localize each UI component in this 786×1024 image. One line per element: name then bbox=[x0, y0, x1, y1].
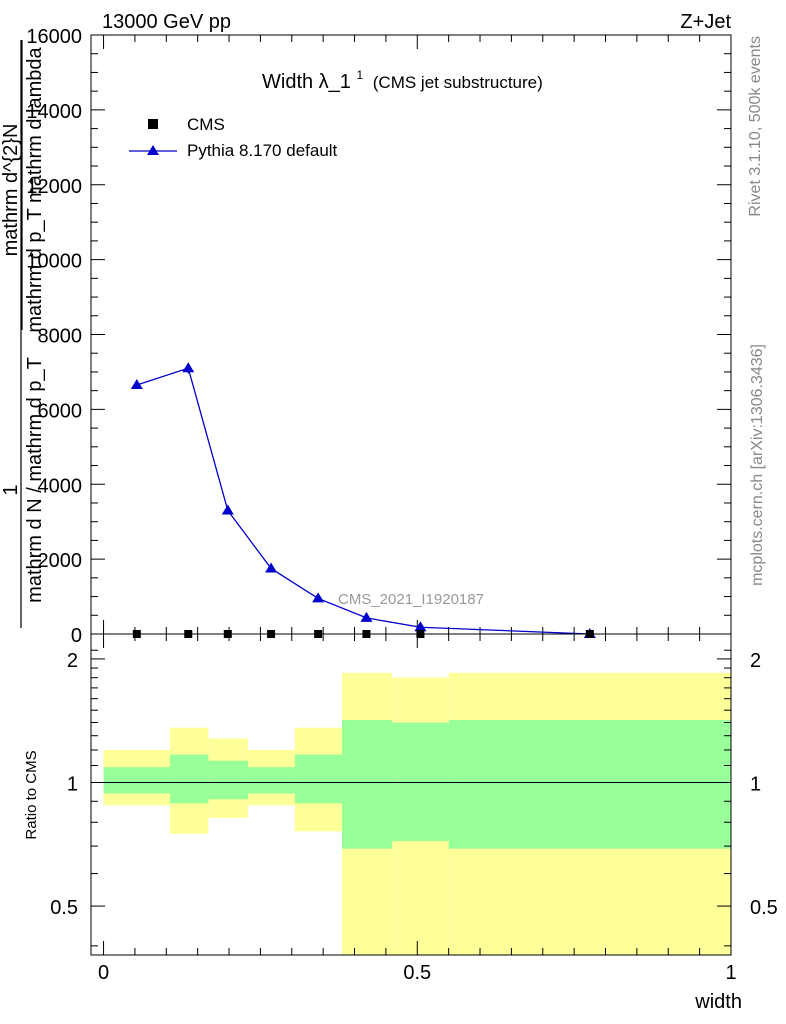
xtick-label: 0 bbox=[98, 962, 109, 984]
ratio-ytick-label-left: 1 bbox=[67, 773, 78, 795]
ratio-ytick-labels: 0.5 0.5 1 1 2 2 bbox=[50, 650, 778, 919]
main-ytick-label: 8000 bbox=[38, 326, 83, 348]
main-ytick-label: 14000 bbox=[26, 101, 82, 123]
pythia-data-point bbox=[360, 611, 373, 622]
legend-cms-marker bbox=[148, 119, 158, 129]
ratio-ylabel: Ratio to CMS bbox=[23, 750, 40, 839]
ratio-plot-panel: 0.5 0.51 12 2 0 0.5 1 Ratio to CMS width bbox=[23, 633, 778, 1013]
legend-pythia-label: Pythia 8.170 default bbox=[187, 141, 338, 160]
xtick-labels: 0 0.5 1 bbox=[98, 962, 737, 984]
plot-title: Width λ_1 1 (CMS jet substructure) bbox=[262, 62, 543, 93]
xtick-label: 1 bbox=[725, 962, 736, 984]
xaxis-label: width bbox=[694, 991, 742, 1013]
ylabel-denominator: mathrm d N / mathrm d p_T bbox=[24, 357, 46, 603]
main-ytick-labels: 0 2000 4000 6000 8000 10000 12000 14000 16000 bbox=[26, 26, 82, 647]
ratio-inner-band bbox=[294, 754, 342, 804]
header-energy-label: 13000 GeV pp bbox=[102, 11, 231, 33]
main-plot-panel: 0 2000 4000 6000 8000 10000 12000 14000 16000 Wi… bbox=[26, 26, 732, 647]
main-ytick-label: 2000 bbox=[38, 550, 83, 572]
pythia-data-point bbox=[221, 504, 234, 515]
side-mcplots-label: mcplots.cern.ch [arXiv:1306.3436] bbox=[749, 344, 766, 586]
ylabel-one: 1 bbox=[0, 484, 22, 495]
pythia-data-point bbox=[414, 621, 427, 632]
ratio-uncertainty-bands bbox=[103, 672, 731, 955]
ylabel-numerator-dp: mathrm d p_T mathrm d lambda bbox=[24, 46, 46, 332]
xtick-label: 0.5 bbox=[403, 962, 431, 984]
ratio-ytick-label-right: 0.5 bbox=[750, 897, 778, 919]
pythia-data-point bbox=[182, 362, 195, 373]
side-rivet-label: Rivet 3.1.10, 500k events bbox=[747, 36, 764, 217]
ratio-inner-band bbox=[341, 719, 393, 849]
main-ytick-label: 0 bbox=[71, 625, 82, 647]
ratio-inner-band bbox=[170, 754, 209, 804]
ratio-inner-band bbox=[247, 767, 295, 794]
pythia-data-point bbox=[130, 379, 143, 390]
ratio-ytick-label-right: 1 bbox=[750, 773, 761, 795]
header-process-label: Z+Jet bbox=[680, 11, 731, 33]
ratio-inner-band bbox=[208, 760, 248, 800]
plot-title-main: Width λ_1 bbox=[262, 71, 351, 93]
main-ytick-label: 4000 bbox=[38, 475, 83, 497]
main-ytick-label: 16000 bbox=[26, 26, 82, 48]
legend-pythia-marker bbox=[147, 145, 159, 155]
main-ytick-label: 10000 bbox=[26, 251, 82, 273]
pythia-series-line bbox=[136, 367, 590, 635]
main-axis-ticks bbox=[91, 34, 732, 635]
plot-title-superscript: 1 bbox=[357, 68, 364, 82]
main-ytick-label: 6000 bbox=[38, 400, 83, 422]
main-ylabel: 1 mathrm d N / mathrm d p_T mathrm d^{2}… bbox=[0, 40, 46, 628]
plot-subtitle: (CMS jet substructure) bbox=[373, 73, 543, 92]
ratio-inner-band bbox=[103, 767, 171, 794]
ratio-ytick-label-right: 2 bbox=[750, 650, 761, 672]
main-ytick-label: 12000 bbox=[26, 176, 82, 198]
ratio-panel-frame bbox=[90, 633, 732, 956]
analysis-watermark: CMS_2021_I1920187 bbox=[338, 591, 484, 608]
pythia-data-point bbox=[312, 592, 325, 603]
legend-cms-label: CMS bbox=[187, 115, 225, 134]
pythia-data-point bbox=[265, 562, 278, 573]
ratio-inner-band bbox=[392, 722, 449, 842]
ratio-ytick-label-left: 0.5 bbox=[50, 897, 78, 919]
ratio-ytick-label-left: 2 bbox=[67, 650, 78, 672]
ylabel-numerator-dn: mathrm d^{2}N bbox=[0, 124, 22, 257]
ratio-inner-band bbox=[448, 719, 731, 849]
legend: CMS Pythia 8.170 default bbox=[129, 115, 338, 160]
